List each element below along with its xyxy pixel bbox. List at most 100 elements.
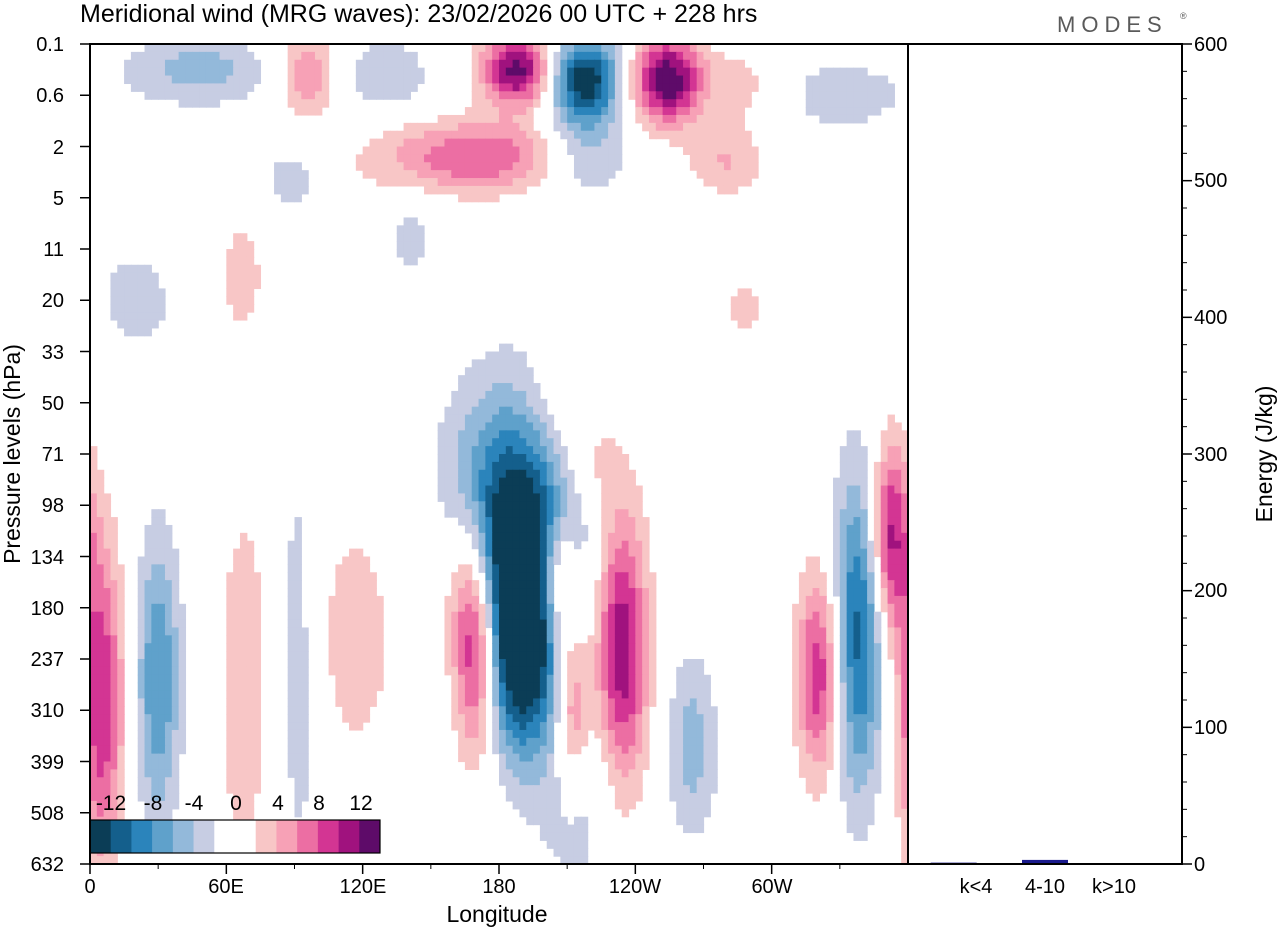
heatmap-cell — [669, 107, 677, 116]
heatmap-cell — [573, 501, 582, 510]
heatmap-cell — [294, 611, 302, 621]
heatmap-cell — [417, 249, 425, 258]
heatmap-cell — [587, 706, 596, 715]
heatmap-cell — [846, 706, 855, 715]
heatmap-cell — [519, 477, 527, 487]
heatmap-cell — [233, 59, 241, 69]
heatmap-cell — [614, 588, 623, 597]
heatmap-cell — [342, 714, 350, 723]
heatmap-cell — [805, 619, 814, 629]
heatmap-cell — [560, 832, 568, 841]
heatmap-cell — [860, 761, 868, 770]
heatmap-cell — [614, 635, 623, 644]
heatmap-cell — [117, 674, 125, 684]
heatmap-cell — [580, 674, 589, 684]
heatmap-cell — [478, 390, 486, 400]
heatmap-cell — [614, 477, 623, 487]
heatmap-cell — [239, 808, 248, 818]
heatmap-cell — [103, 856, 112, 864]
heatmap-cell — [533, 501, 541, 510]
heatmap-cell — [492, 138, 500, 148]
heatmap-cell — [901, 745, 908, 755]
heatmap-cell — [614, 627, 623, 636]
x-tick-marks — [89, 864, 841, 874]
heatmap-cell — [253, 714, 262, 723]
heatmap-cell — [546, 477, 555, 487]
heatmap-cell — [567, 83, 575, 92]
heatmap-cell — [601, 659, 609, 668]
heatmap-cell — [601, 611, 609, 621]
heatmap-cell — [144, 580, 152, 589]
heatmap-cell — [730, 130, 739, 140]
heatmap-cell — [124, 75, 132, 85]
heatmap-cell — [478, 524, 486, 534]
heatmap-cell — [539, 398, 548, 408]
heatmap-cell — [437, 146, 446, 155]
heatmap-cell — [676, 793, 684, 802]
heatmap-cell — [124, 59, 132, 69]
heatmap-cell — [519, 351, 527, 360]
heatmap-cell — [533, 67, 541, 77]
heatmap-cell — [103, 580, 112, 589]
heatmap-cell — [608, 91, 616, 100]
heatmap-cell — [362, 714, 371, 723]
heatmap-cell — [492, 524, 500, 534]
heatmap-cell — [171, 75, 180, 85]
heatmap-cell — [553, 83, 561, 92]
heatmap-cell — [451, 722, 459, 731]
heatmap-cell — [676, 99, 684, 108]
heatmap-cell — [464, 627, 473, 636]
heatmap-cell — [573, 856, 582, 864]
heatmap-cell — [185, 67, 193, 77]
heatmap-cell — [471, 359, 480, 368]
heatmap-cell — [499, 359, 507, 368]
heatmap-cell — [846, 83, 855, 92]
heatmap-cell — [321, 83, 330, 92]
heatmap-cell — [137, 722, 146, 731]
heatmap-cell — [539, 548, 548, 558]
heatmap-cell — [894, 454, 902, 463]
heatmap-cell — [703, 59, 711, 69]
heatmap-cell — [839, 595, 848, 605]
heatmap-cell — [96, 564, 105, 573]
heatmap-cell — [492, 485, 500, 495]
heatmap-cell — [737, 75, 745, 85]
heatmap-cell — [710, 59, 718, 69]
heatmap-cell — [492, 580, 500, 589]
heatmap-cell — [826, 67, 834, 77]
heatmap-cell — [90, 674, 98, 684]
heatmap-cell — [471, 390, 480, 400]
heatmap-cell — [205, 83, 214, 92]
heatmap-cell — [860, 83, 868, 92]
heatmap-cell — [860, 698, 868, 707]
heatmap-cell — [730, 99, 739, 108]
heatmap-cell — [492, 611, 500, 621]
heatmap-cell — [873, 659, 882, 668]
heatmap-cell — [901, 603, 908, 613]
heatmap-cell — [689, 682, 698, 692]
heatmap-cell — [151, 643, 159, 652]
heatmap-cell — [369, 611, 377, 621]
heatmap-cell — [608, 714, 616, 723]
heatmap-cell — [90, 493, 98, 502]
heatmap-cell — [710, 75, 718, 85]
heatmap-cell — [314, 67, 323, 77]
heatmap-cell — [648, 682, 657, 692]
heatmap-cell — [601, 651, 609, 660]
heatmap-cell — [683, 824, 691, 834]
heatmap-cell — [567, 848, 575, 857]
heatmap-cell — [335, 627, 343, 636]
heatmap-cell — [798, 572, 807, 581]
heatmap-cell — [233, 304, 241, 313]
heatmap-cell — [478, 178, 486, 187]
heatmap-cell — [553, 824, 561, 834]
heatmap-cell — [533, 138, 541, 148]
heatmap-cell — [239, 67, 248, 77]
heatmap-cell — [567, 485, 575, 495]
heatmap-cell — [860, 824, 868, 834]
colorbar-swatch — [255, 820, 277, 853]
heatmap-cell — [676, 114, 684, 124]
heatmap-cell — [730, 154, 739, 163]
heatmap-cell — [314, 59, 323, 69]
heatmap-cell — [867, 627, 875, 636]
